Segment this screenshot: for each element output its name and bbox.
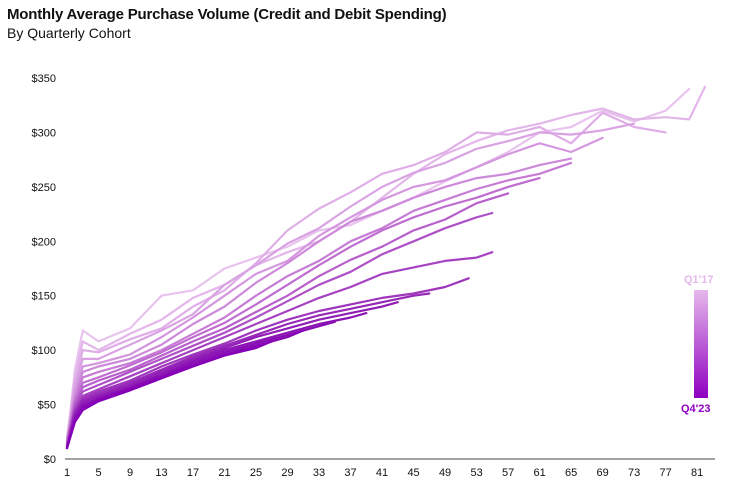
cohort-series-line bbox=[65, 192, 510, 446]
cohort-series-line bbox=[65, 177, 541, 445]
y-axis-ticks: $0 $50 $100 $150 $200 $250 $300 $350 bbox=[32, 73, 56, 466]
x-tick-label: 57 bbox=[502, 467, 514, 479]
y-tick-label: $50 bbox=[38, 400, 56, 412]
cohort-series-line bbox=[65, 301, 399, 449]
cohort-series-line bbox=[65, 340, 273, 450]
y-tick-label: $200 bbox=[32, 236, 56, 248]
cohort-series-line bbox=[65, 320, 336, 450]
x-tick-label: 41 bbox=[376, 467, 388, 479]
x-tick-label: 61 bbox=[533, 467, 545, 479]
cohort-series-line bbox=[65, 292, 431, 449]
y-tick-label: $0 bbox=[44, 454, 56, 466]
x-tick-label: 21 bbox=[218, 467, 230, 479]
x-axis-ticks: 1 5 9 13 17 21 25 29 33 37 41 45 49 53 57 61 65 69 73 77 81 bbox=[64, 467, 703, 479]
x-tick-label: 17 bbox=[187, 467, 199, 479]
legend-gradient-bar bbox=[694, 290, 708, 398]
y-tick-label: $250 bbox=[32, 182, 56, 194]
x-tick-label: 45 bbox=[407, 467, 419, 479]
cohort-series-line bbox=[65, 211, 494, 446]
cohort-series-line bbox=[65, 277, 470, 447]
cohort-series-line bbox=[65, 312, 368, 450]
cohort-series-line bbox=[65, 122, 636, 442]
x-tick-label: 33 bbox=[313, 467, 325, 479]
cohort-series-line bbox=[65, 251, 494, 447]
x-tick-label: 5 bbox=[95, 467, 101, 479]
x-tick-label: 65 bbox=[565, 467, 577, 479]
legend-top-label: Q1'17 bbox=[684, 274, 714, 286]
y-tick-label: $150 bbox=[32, 291, 56, 303]
series-lines bbox=[65, 85, 707, 450]
cohort-series-line bbox=[65, 157, 573, 444]
x-tick-label: 81 bbox=[691, 467, 703, 479]
y-tick-label: $350 bbox=[32, 73, 56, 85]
cohort-series-line bbox=[65, 161, 573, 445]
x-tick-label: 13 bbox=[155, 467, 167, 479]
x-tick-label: 9 bbox=[127, 467, 133, 479]
x-tick-label: 69 bbox=[596, 467, 608, 479]
legend-bottom-label: Q4'23 bbox=[681, 403, 711, 415]
cohort-series-line bbox=[65, 87, 691, 444]
y-tick-label: $300 bbox=[32, 127, 56, 139]
x-tick-label: 49 bbox=[439, 467, 451, 479]
cohort-series-line bbox=[65, 85, 707, 441]
x-tick-label: 1 bbox=[64, 467, 70, 479]
x-tick-label: 29 bbox=[281, 467, 293, 479]
x-tick-label: 73 bbox=[628, 467, 640, 479]
y-tick-label: $100 bbox=[32, 345, 56, 357]
x-tick-label: 37 bbox=[344, 467, 356, 479]
color-legend: Q1'17 Q4'23 bbox=[681, 274, 714, 415]
chart-subtitle: By Quarterly Cohort bbox=[7, 25, 131, 41]
cohort-series-line bbox=[65, 111, 667, 439]
x-tick-label: 77 bbox=[659, 467, 671, 479]
cohort-series-line bbox=[65, 136, 604, 443]
x-tick-label: 25 bbox=[250, 467, 262, 479]
chart-title: Monthly Average Purchase Volume (Credit … bbox=[7, 6, 447, 23]
x-tick-label: 53 bbox=[470, 467, 482, 479]
